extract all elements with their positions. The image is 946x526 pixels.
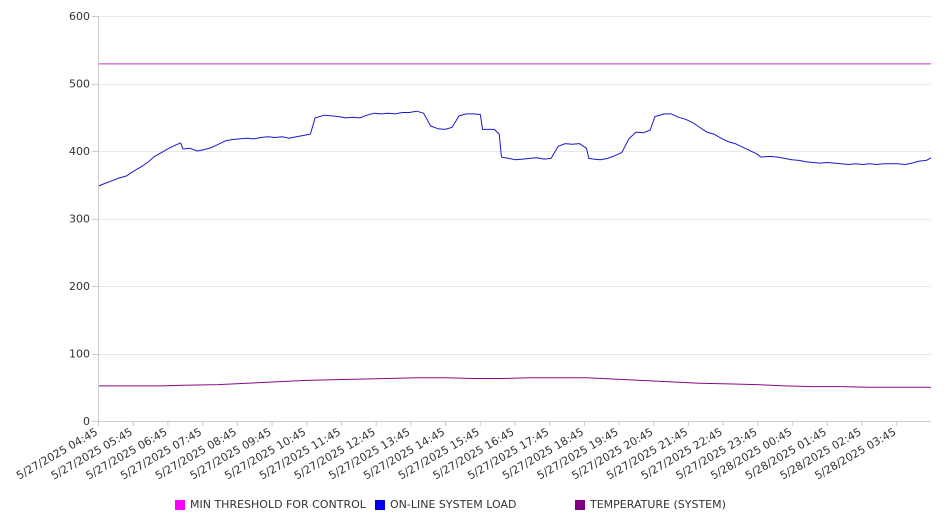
legend-label-system-load: ON-LINE SYSTEM LOAD (390, 498, 517, 511)
series-lines (97, 63, 932, 388)
series-line-system-load (97, 110, 932, 187)
y-tick-label: 200 (69, 280, 90, 293)
y-tick-label: 500 (69, 78, 90, 91)
legend-item-min-threshold: MIN THRESHOLD FOR CONTROL (175, 498, 366, 511)
y-axis-ticks: 0 100 200 300 400 500 600 (69, 10, 98, 428)
grid-lines (98, 16, 931, 355)
y-tick-label: 100 (69, 348, 90, 361)
y-tick-label: 300 (69, 213, 90, 226)
y-tick-label: 0 (83, 415, 90, 428)
legend-label-min-threshold: MIN THRESHOLD FOR CONTROL (190, 498, 366, 511)
legend-item-system-load: ON-LINE SYSTEM LOAD (375, 498, 516, 511)
legend-swatch-temperature (575, 499, 585, 510)
legend: MIN THRESHOLD FOR CONTROL ON-LINE SYSTEM… (0, 498, 946, 514)
series-line-temperature (98, 377, 931, 388)
legend-swatch-min-threshold (175, 499, 185, 510)
y-tick-label: 600 (69, 10, 90, 23)
x-axis-ticks: 5/27/2025 04:455/27/2025 05:455/27/2025 … (14, 421, 898, 482)
y-tick-label: 400 (69, 145, 90, 158)
legend-label-temperature: TEMPERATURE (SYSTEM) (590, 498, 726, 511)
legend-swatch-system-load (375, 499, 385, 510)
legend-item-temperature: TEMPERATURE (SYSTEM) (575, 498, 726, 511)
